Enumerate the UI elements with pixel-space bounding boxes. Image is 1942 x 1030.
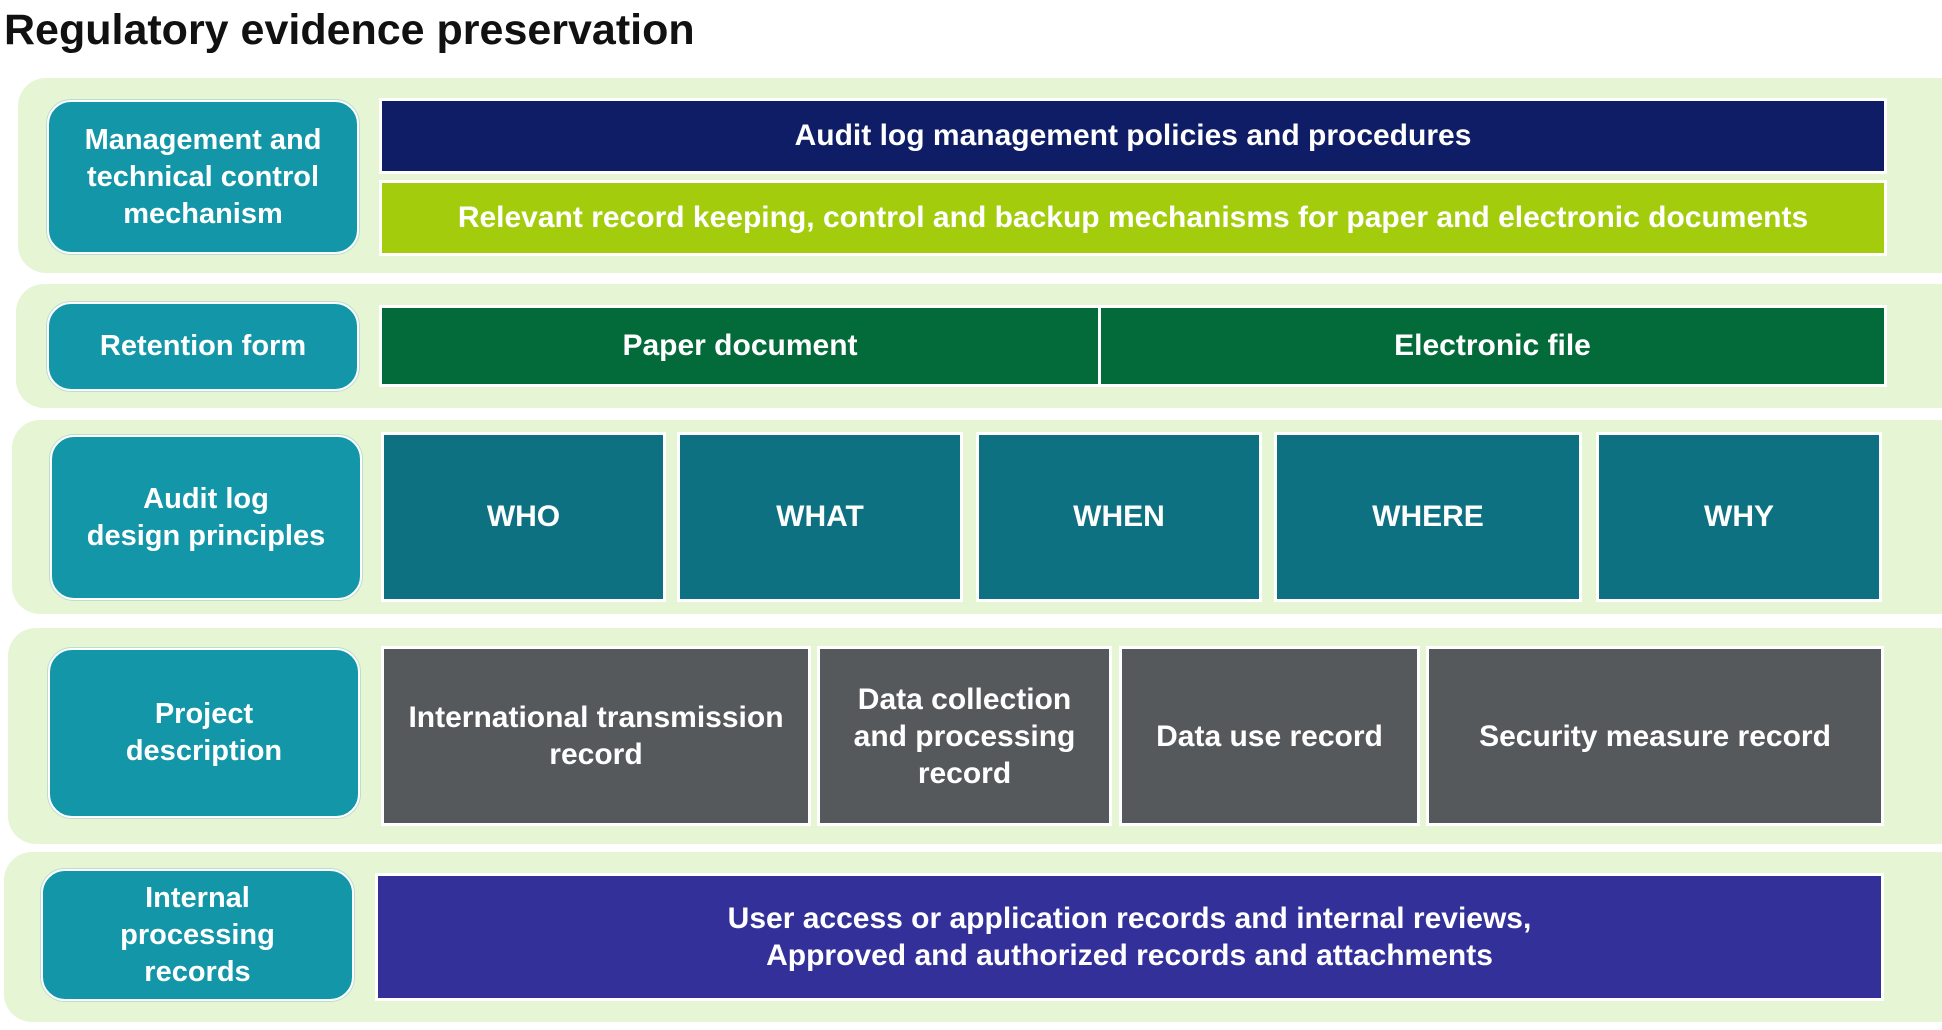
row-label-project-description: Project description bbox=[48, 648, 360, 818]
cell-internal-processing-records: User access or application records and i… bbox=[375, 873, 1884, 1001]
cell-paper-document: Paper document bbox=[379, 305, 1101, 387]
cell-when: WHEN bbox=[976, 432, 1262, 602]
cell-data-use-record: Data use record bbox=[1119, 646, 1420, 826]
cell-where: WHERE bbox=[1274, 432, 1582, 602]
cell-why: WHY bbox=[1596, 432, 1882, 602]
cell-what: WHAT bbox=[677, 432, 963, 602]
cell-data-collection-processing-record: Data collection and processing record bbox=[817, 646, 1112, 826]
row-label-design-principles: Audit log design principles bbox=[50, 435, 362, 600]
cell-security-measure-record: Security measure record bbox=[1426, 646, 1884, 826]
row-label-retention: Retention form bbox=[47, 302, 359, 391]
cell-record-keeping-mechanisms: Relevant record keeping, control and bac… bbox=[379, 180, 1887, 256]
row-label-management: Management and technical control mechani… bbox=[47, 100, 359, 254]
cell-international-transmission-record: International transmission record bbox=[381, 646, 811, 826]
cell-audit-log-policies: Audit log management policies and proced… bbox=[379, 98, 1887, 174]
cell-who: WHO bbox=[381, 432, 666, 602]
row-label-internal-processing: Internal processing records bbox=[41, 869, 354, 1001]
cell-electronic-file: Electronic file bbox=[1098, 305, 1887, 387]
diagram-title: Regulatory evidence preservation bbox=[4, 6, 695, 54]
